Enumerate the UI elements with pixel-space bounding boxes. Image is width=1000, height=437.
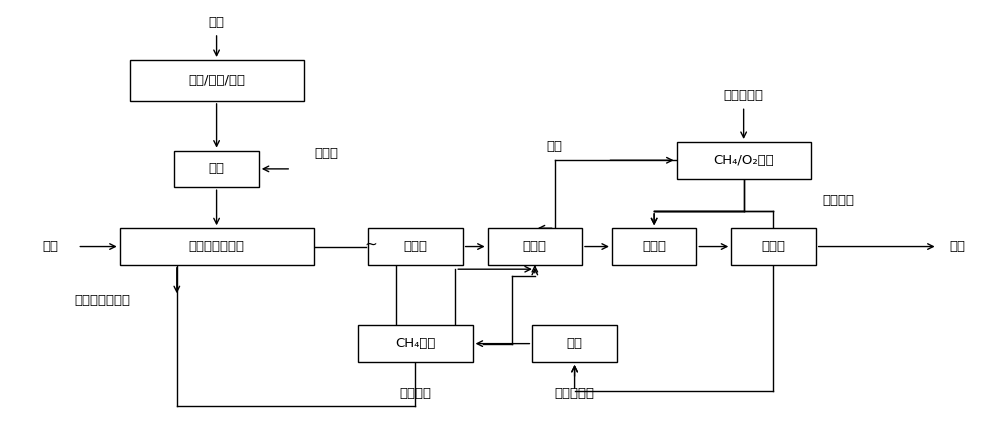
Text: 出水: 出水 [949, 240, 965, 253]
Text: ~: ~ [364, 237, 377, 252]
Text: 好氧池: 好氧池 [642, 240, 666, 253]
Text: 气体回流: 气体回流 [822, 194, 854, 207]
Bar [368, 228, 463, 265]
Text: 厌氧池: 厌氧池 [403, 240, 427, 253]
Text: 沉淀预反硝化池: 沉淀预反硝化池 [189, 240, 245, 253]
Text: 晾干/破碎/过筛: 晾干/破碎/过筛 [188, 74, 245, 87]
Bar [130, 60, 304, 101]
Text: 填埋场覆盖材料: 填埋场覆盖材料 [74, 294, 130, 307]
Text: CH₄控制: CH₄控制 [395, 337, 436, 350]
Bar [120, 228, 314, 265]
Bar [677, 142, 811, 179]
Bar [612, 228, 696, 265]
Text: 缺氧池: 缺氧池 [523, 240, 547, 253]
Bar [731, 228, 816, 265]
Text: 垃圾填埋气: 垃圾填埋气 [724, 89, 764, 102]
Bar [358, 325, 473, 362]
Text: 混合: 混合 [209, 163, 225, 175]
Bar [174, 151, 259, 187]
Text: 气体回流: 气体回流 [399, 387, 431, 400]
Bar [532, 325, 617, 362]
Text: 脱氧: 脱氧 [567, 337, 583, 350]
Text: CH₄/O₂控制: CH₄/O₂控制 [713, 154, 774, 167]
Text: 空气: 空气 [547, 139, 563, 153]
Text: 进水: 进水 [43, 240, 59, 253]
Text: 底泥: 底泥 [209, 16, 225, 29]
Bar [488, 228, 582, 265]
Text: 垃圾填埋气: 垃圾填埋气 [555, 387, 595, 400]
Text: 絮凝剂: 絮凝剂 [314, 147, 338, 160]
Text: 沉淀池: 沉淀池 [761, 240, 785, 253]
